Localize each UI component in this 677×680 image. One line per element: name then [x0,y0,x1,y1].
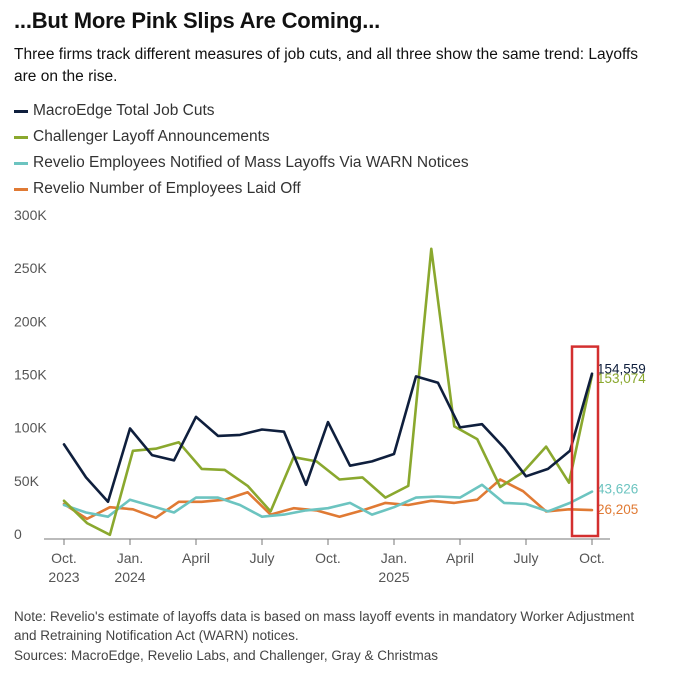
x-tick-label: Jan. [381,550,407,566]
legend-item-revelio-warn: Revelio Employees Notified of Mass Layof… [14,150,469,176]
x-tick-label-year: 2025 [378,569,409,585]
legend-swatch [14,135,28,139]
x-tick-label: July [514,550,539,566]
x-tick-label-year: 2023 [48,569,79,585]
legend-item-macroedge: MacroEdge Total Job Cuts [14,98,469,124]
y-tick-label: 0 [14,526,22,542]
series-line-3 [62,478,594,521]
legend-swatch [14,109,28,113]
legend-swatch [14,161,28,165]
line-chart: 0 50K 100K 150K 200K 250K 300K Oct. 2023 Jan. 2024… [14,207,646,585]
chart-subtitle: Three firms track different measures of … [14,46,639,85]
y-tick-label: 100K [14,420,47,436]
y-tick-label: 150K [14,367,47,383]
end-value-label: 154,559 [597,362,646,377]
end-value-label: 43,626 [597,482,638,497]
legend-label: MacroEdge Total Job Cuts [33,102,215,119]
x-tick-label: Oct. [315,550,341,566]
x-tick-label: Oct. [579,550,605,566]
legend-label: Revelio Employees Notified of Mass Layof… [33,154,469,171]
x-tick-label-year: 2024 [114,569,145,585]
x-tick-label: April [446,550,474,566]
sources: Sources: MacroEdge, Revelio Labs, and Ch… [14,648,438,663]
highlight-box [570,345,600,538]
end-value-label: 153,074 [597,371,646,386]
x-tick-label: April [182,550,210,566]
series-line-2 [62,483,594,519]
y-tick-label: 300K [14,207,47,223]
x-tick-label: Oct. [51,550,77,566]
y-tick-label: 50K [14,473,40,489]
legend-swatch [14,187,28,191]
legend: MacroEdge Total Job Cuts Challenger Layo… [14,98,469,202]
legend-label: Revelio Number of Employees Laid Off [33,180,301,197]
legend-item-revelio-laid-off: Revelio Number of Employees Laid Off [14,176,469,202]
end-value-label: 26,205 [597,502,638,517]
x-tick-label: Jan. [117,550,143,566]
legend-item-challenger: Challenger Layoff Announcements [14,124,469,150]
y-tick-label: 200K [14,313,47,329]
x-tick-label: July [250,550,275,566]
chart-title: ...But More Pink Slips Are Coming... [14,8,381,33]
y-tick-label: 250K [14,260,47,276]
footnote: Note: Revelio's estimate of layoffs data… [14,609,635,643]
series-line-1 [62,247,594,537]
series-line-0 [62,372,594,504]
legend-label: Challenger Layoff Announcements [33,128,270,145]
